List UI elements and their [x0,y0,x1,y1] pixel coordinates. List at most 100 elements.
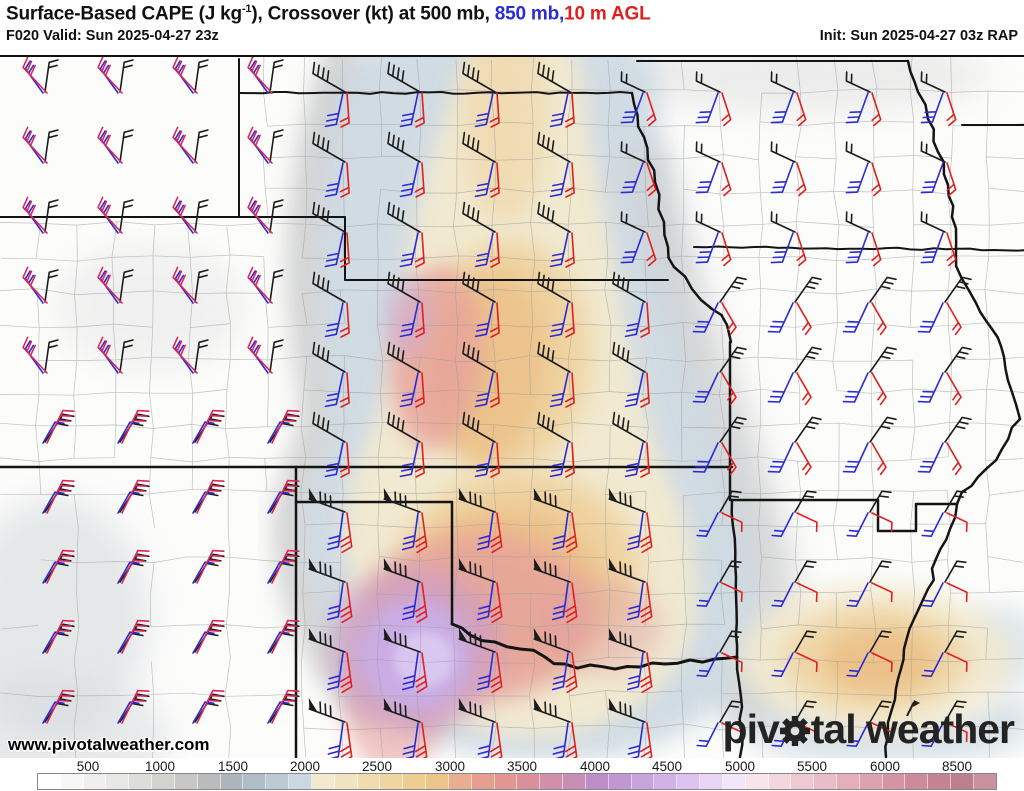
wind-barb-station [192,409,225,444]
subtitle-row: Init: Sun 2025-04-27 03z RAP F020 Valid:… [6,28,1018,44]
wind-barb-station [312,271,350,338]
wind-barb-station [533,628,578,694]
colorbar-segment [311,774,335,789]
colorbar-tick-label: 5000 [724,759,756,774]
wind-barb-station [917,276,972,336]
border-missouri-river [630,91,733,344]
logo-text-ather: ather [918,706,1015,752]
wind-barb-station [770,211,807,267]
wind-barb-station [845,71,882,127]
colorbar-tick-label: 2500 [361,759,393,774]
colorbar-segment [220,774,244,789]
colorbar-segment [197,774,221,789]
wind-barb-station [695,71,732,127]
title-superscript: -1 [241,3,252,15]
wind-barb-station [387,61,425,128]
border-mississippi-lower [884,502,959,759]
wind-barb-station [97,57,134,94]
wind-barb-station [462,341,500,408]
wind-barb-station [921,560,968,607]
wind-barb-station [771,560,818,607]
wind-barb-station [172,57,209,94]
wind-barb-station [917,346,972,406]
colorbar-segment [745,774,769,789]
colorbar-tick-label: 8500 [941,759,973,774]
colorbar-segment [654,774,678,789]
colorbar-segment [563,774,586,789]
title-850mb: 850 mb, [494,3,565,25]
wind-barb-station [537,411,575,478]
wind-barb-station [192,619,225,654]
logo-text-tal-w: tal w [810,706,898,752]
wind-barb-station [462,411,500,478]
wind-barb-station [846,490,893,537]
border-sd-ne [238,91,633,95]
wind-barb-station [22,196,59,234]
border-tx-ar [735,655,745,759]
page-title: Surface-Based CAPE (J kg-1), Crossover (… [6,3,651,25]
wind-barb-station [22,57,59,94]
colorbar-segment [83,774,107,789]
colorbar-segment [60,774,84,789]
colorbar-tick-label: 3000 [434,759,466,774]
wind-barb-station [192,549,225,584]
wind-barb-station [620,211,657,267]
wind-barb-station [537,201,575,268]
wind-barb-station [22,126,59,164]
colorbar-segment [882,774,906,789]
wind-barb-station [921,700,968,747]
colorbar-segment [357,774,381,789]
wind-barb-station [770,71,807,127]
wind-barb-station [917,416,972,476]
colorbar-segment [585,774,609,789]
wind-barb-station [770,141,807,197]
colorbar-segment [448,774,472,789]
colorbar-segment [403,774,427,789]
wind-barb-station [267,549,300,584]
cape-colorbar [37,773,997,790]
logo-e-with-vane: e [896,700,920,752]
wind-barb-station [383,558,428,624]
wind-barb-station [767,276,822,336]
wind-barb-station [42,619,75,654]
header: Surface-Based CAPE (J kg-1), Crossover (… [0,0,1024,55]
wind-barb-station [462,131,500,198]
colorbar-segment [951,774,974,789]
wind-barb-station [771,630,818,677]
wind-barb-station [42,409,75,444]
wind-barb-station [846,700,893,747]
wind-barb-station [387,201,425,268]
colorbar-segment [243,774,267,789]
shade-gray-band-west [272,57,377,724]
wind-barb-station [767,346,822,406]
wind-barb-station [117,619,150,654]
colorbar-segment [631,774,655,789]
logo-text-e: e [896,706,920,752]
wind-barb-station [97,266,134,304]
wind-barb-station [608,558,653,624]
colorbar-tick-label: 4000 [579,759,611,774]
forecast-map[interactable] [0,55,1024,760]
colorbar-segment [334,774,358,789]
wind-barb-station [533,698,578,760]
wind-barb-station [308,488,353,554]
wind-barb-station [42,689,75,724]
wind-barb-station [537,61,575,128]
wind-barb-station [462,61,500,128]
wind-barb-station [458,628,503,694]
wind-barb-station [620,141,657,197]
colorbar-tick-label: 3500 [506,759,538,774]
wind-barb-station [22,266,59,304]
colorbar-tick-label: 1500 [217,759,249,774]
map-canvas[interactable] [0,57,1024,760]
wind-barb-station [247,126,284,164]
shade-tan-nebraska-band [463,57,547,222]
wind-barb-station [117,479,150,514]
wind-barb-station [387,131,425,198]
wind-barb-station [620,71,657,127]
wind-barb-station [537,271,575,338]
wind-barb-station [537,341,575,408]
border-mo-ar-bootheel [730,498,959,533]
colorbar-segment [928,774,952,789]
colorbar-segment [677,774,701,789]
